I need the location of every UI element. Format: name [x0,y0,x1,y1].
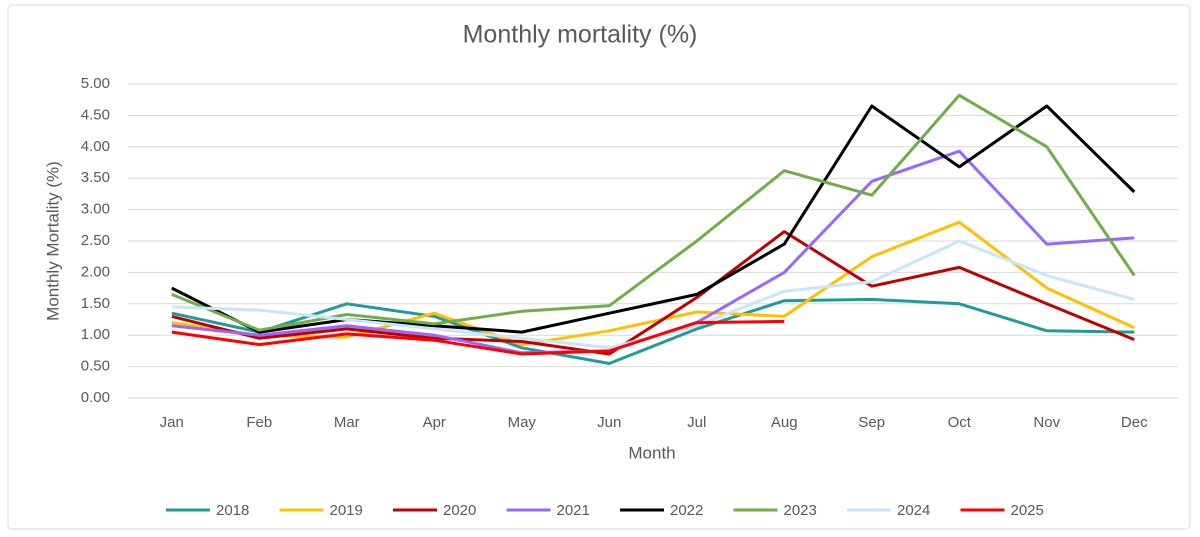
y-tick-label: 1.00 [81,326,110,343]
y-axis-title: Monthly Mortality (%) [43,161,62,321]
y-tick-label: 3.00 [81,201,110,218]
legend-label: 2022 [670,502,703,519]
x-tick-label: May [508,414,537,431]
legend-label: 2018 [216,502,249,519]
legend-label: 2024 [897,502,930,519]
legend-label: 2020 [443,502,476,519]
series-line [171,319,785,356]
y-tick-label: 1.50 [81,295,110,312]
legend-label: 2019 [330,502,363,519]
x-tick-label: Jul [687,414,706,431]
y-tick-label: 2.50 [81,232,110,249]
x-tick-label: Sep [858,414,885,431]
x-tick-label: Oct [948,414,972,431]
legend-label: 2025 [1011,502,1044,519]
y-tick-label: 4.00 [81,138,110,155]
y-tick-label: 5.00 [81,75,110,92]
series-line [171,230,1135,356]
x-axis-title: Month [628,443,675,462]
x-tick-label: Apr [423,414,446,431]
y-tick-label: 3.50 [81,169,110,186]
legend-label: 2021 [557,502,590,519]
x-tick-label: Nov [1033,414,1060,431]
y-tick-label: 2.00 [81,263,110,280]
x-tick-label: Aug [771,414,798,431]
legend-label: 2023 [784,502,817,519]
x-tick-label: Jun [597,414,621,431]
x-tick-label: Dec [1121,414,1148,431]
chart-title: Monthly mortality (%) [463,21,698,49]
y-tick-label: 0.50 [81,358,110,375]
x-tick-label: Jan [160,414,184,431]
x-tick-label: Feb [246,414,272,431]
y-tick-label: 4.50 [81,106,110,123]
x-tick-label: Mar [334,414,360,431]
y-tick-label: 0.00 [81,389,110,406]
series-line [171,104,1136,334]
series-line [171,297,1135,365]
